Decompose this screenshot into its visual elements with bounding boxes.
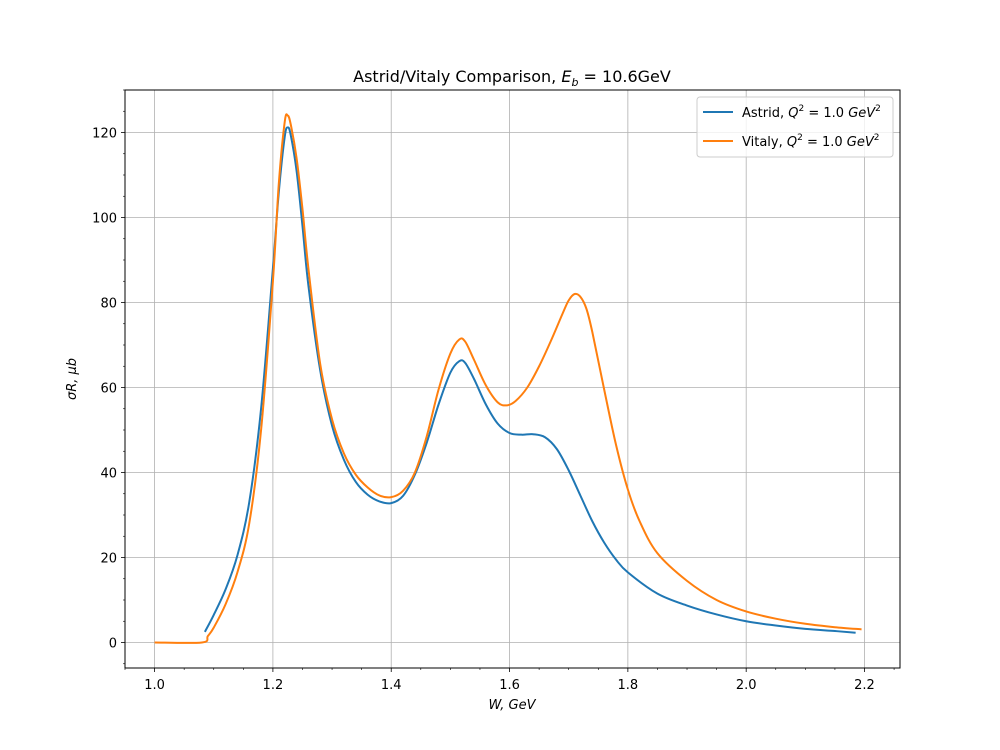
y-tick-label: 60 [100,382,117,397]
plot-area-frame [124,89,901,669]
y-tick-label: 80 [100,297,117,312]
x-tick-label: 1.8 [618,678,639,693]
y-tick-label: 0 [109,637,117,652]
x-axis-label: W, GeV [488,698,536,713]
x-tick-label: 1.6 [499,678,520,693]
y-tick-label: 20 [100,552,117,567]
x-tick-label: 1.4 [381,678,402,693]
grid-lines [125,90,900,668]
y-axis-label: σR, μb [65,358,80,400]
x-tick-label: 1.2 [263,678,284,693]
series-layer [154,113,862,644]
x-tick-label: 2.0 [736,678,757,693]
y-tick-label: 100 [92,212,117,227]
x-tick-label: 1.0 [144,678,165,693]
chart-title: Astrid/Vitaly Comparison, Eb = 10.6GeV [353,67,671,89]
x-tick-label: 2.2 [854,678,875,693]
legend-label-astrid: Astrid, Q2 = 1.0 GeV2 [742,104,881,121]
y-tick-label: 120 [92,127,117,142]
legend-label-vitaly: Vitaly, Q2 = 1.0 GeV2 [742,133,880,150]
series-line-astrid [203,126,856,634]
legend: Astrid, Q2 = 1.0 GeV2 Vitaly, Q2 = 1.0 G… [696,96,894,158]
series-line-vitaly [154,113,862,644]
y-tick-label: 40 [100,467,117,482]
axis-ticks: 1.0 1.2 1.4 1.6 1.8 2.0 2.2 0 20 40 60 80 100 120 [92,89,895,693]
legend-box [696,96,894,158]
